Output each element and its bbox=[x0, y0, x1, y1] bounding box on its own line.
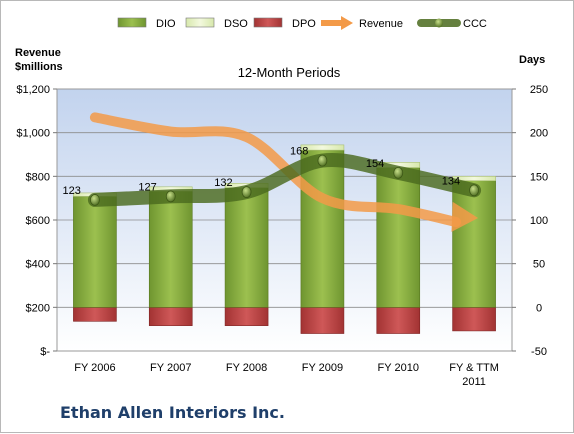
ccc-data-label: 132 bbox=[214, 177, 232, 189]
bar-dio bbox=[148, 190, 193, 308]
bar-dio bbox=[73, 196, 117, 308]
ccc-data-label: 123 bbox=[63, 185, 81, 197]
left-tick-label: $200 bbox=[26, 302, 50, 314]
legend-label-ccc: CCC bbox=[463, 18, 487, 30]
bar-dpo bbox=[148, 307, 193, 326]
chart-title: 12-Month Periods bbox=[238, 65, 341, 80]
bar-dso bbox=[300, 144, 345, 151]
revenue-series bbox=[89, 112, 479, 232]
category-label: FY 2010 bbox=[378, 362, 419, 374]
company-name: Ethan Allen Interiors Inc. bbox=[60, 403, 285, 422]
category-label: 2011 bbox=[462, 376, 486, 388]
ccc-data-label: 127 bbox=[138, 181, 156, 193]
left-tick-label: $1,200 bbox=[16, 84, 50, 96]
legend: DIO DSO DPO Revenue CCC bbox=[117, 16, 487, 30]
legend-swatch-dio bbox=[117, 17, 147, 28]
bar-dio bbox=[452, 180, 496, 308]
revenue-arrowhead bbox=[451, 201, 479, 232]
category-label: FY 2008 bbox=[226, 362, 267, 374]
legend-label-dpo: DPO bbox=[292, 18, 316, 30]
bar-dpo bbox=[73, 307, 117, 322]
right-tick-label: 150 bbox=[530, 171, 548, 183]
bar-dpo bbox=[224, 307, 269, 326]
ccc-marker bbox=[317, 154, 328, 167]
right-tick-label: 250 bbox=[530, 84, 548, 96]
right-axis-ticks: -50 0 50 100 150 200 250 bbox=[512, 84, 548, 358]
bar-dpo bbox=[452, 307, 496, 332]
legend-swatch-dso bbox=[185, 17, 215, 28]
ccc-marker bbox=[90, 194, 100, 206]
right-tick-label: -50 bbox=[531, 346, 547, 358]
ccc-marker bbox=[469, 184, 479, 197]
bar-dio bbox=[376, 167, 421, 308]
left-tick-label: $400 bbox=[26, 259, 50, 271]
left-tick-label: $800 bbox=[26, 171, 50, 183]
ccc-data-label: 134 bbox=[442, 175, 460, 187]
category-labels: FY 2006 FY 2007 FY 2008 FY 2009 FY 2010 FY & … bbox=[74, 362, 499, 388]
bar-dio bbox=[224, 187, 269, 308]
right-axis-title: Days bbox=[519, 54, 545, 66]
right-tick-label: 200 bbox=[530, 128, 548, 140]
bar-dio bbox=[300, 149, 345, 308]
bar-dpo bbox=[300, 307, 345, 334]
revenue-line bbox=[89, 112, 462, 227]
ccc-data-label: 168 bbox=[290, 146, 308, 158]
left-axis-title-line1: Revenue bbox=[15, 47, 61, 59]
legend-label-dso: DSO bbox=[224, 18, 248, 30]
bars bbox=[73, 144, 496, 334]
category-label: FY 2009 bbox=[302, 362, 343, 374]
legend-label-revenue: Revenue bbox=[359, 18, 403, 30]
category-label: FY & TTM bbox=[449, 362, 499, 374]
legend-swatch-revenue-head bbox=[341, 16, 353, 30]
legend-label-dio: DIO bbox=[156, 18, 176, 30]
category-label: FY 2006 bbox=[74, 362, 115, 374]
left-tick-label: $600 bbox=[26, 215, 50, 227]
category-label: FY 2007 bbox=[150, 362, 191, 374]
left-axis-title-line2: $millions bbox=[15, 61, 63, 73]
left-tick-label: $- bbox=[40, 346, 50, 358]
ccc-marker bbox=[393, 166, 404, 179]
ccc-marker bbox=[165, 190, 176, 203]
ccc-series: 123 127 132 168 154 134 bbox=[63, 146, 482, 207]
left-axis-ticks: $- $200 $400 $600 $800 $1,000 $1,200 bbox=[16, 84, 57, 358]
ccc-line bbox=[87, 153, 482, 207]
ccc-data-label: 154 bbox=[366, 158, 384, 170]
right-tick-label: 0 bbox=[536, 302, 542, 314]
right-tick-label: 100 bbox=[530, 215, 548, 227]
left-tick-label: $1,000 bbox=[16, 128, 50, 140]
ccc-marker bbox=[241, 186, 252, 198]
right-tick-label: 50 bbox=[533, 259, 545, 271]
legend-swatch-ccc-marker bbox=[435, 18, 443, 28]
bar-dpo bbox=[376, 307, 421, 334]
legend-swatch-dpo bbox=[253, 17, 283, 28]
